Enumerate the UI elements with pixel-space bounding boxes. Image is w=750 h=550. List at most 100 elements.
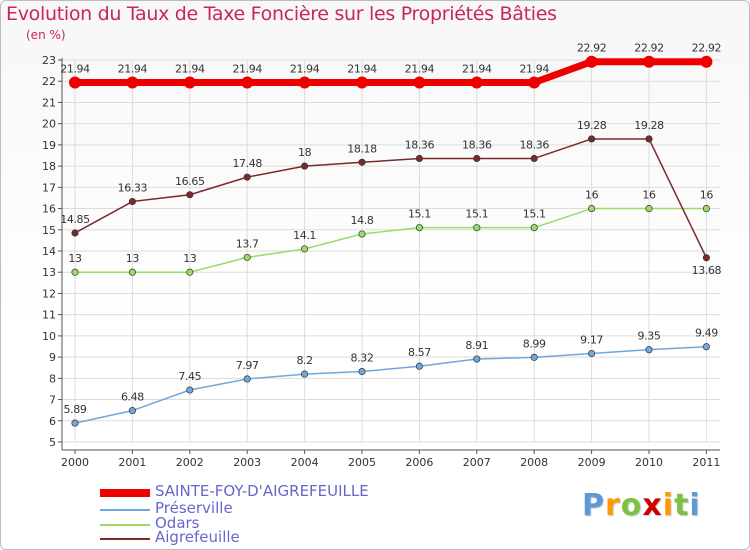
data-point	[71, 419, 79, 427]
series-3: 14.85 16.33 16.65 17.48 18 18.18 18.36 18.36 18.…	[60, 119, 722, 277]
data-label: 8.91	[465, 339, 488, 352]
legend-label: Préserville	[155, 499, 233, 517]
x-tick-label: 2002	[176, 456, 204, 469]
data-label: 21.94	[462, 62, 492, 75]
y-tick-label: 21	[42, 96, 56, 109]
data-point	[588, 135, 596, 143]
y-tick-label: 6	[49, 415, 56, 428]
data-label: 13.7	[236, 237, 259, 250]
data-label: 21.94	[175, 62, 205, 75]
data-point	[301, 162, 309, 170]
legend-label: Odars	[155, 514, 200, 532]
y-tick-label: 11	[42, 309, 56, 322]
y-tick-label: 23	[42, 54, 56, 67]
legend-label: Aigrefeuille	[155, 528, 240, 546]
data-point	[128, 407, 136, 415]
logo-letter: i	[689, 488, 701, 523]
chart-subtitle: (en %)	[26, 28, 66, 42]
data-point	[301, 370, 309, 378]
data-label: 8.2	[296, 354, 312, 367]
data-point	[530, 353, 538, 361]
y-tick-label: 22	[42, 75, 56, 88]
x-tick-label: 2004	[291, 456, 319, 469]
data-label: 8.99	[523, 337, 546, 350]
legend-swatch	[100, 489, 150, 497]
chart-title: Evolution du Taux de Taxe Foncière sur l…	[6, 3, 557, 25]
data-point	[473, 224, 481, 232]
y-tick-label: 17	[42, 181, 56, 194]
data-point	[530, 154, 538, 163]
data-point	[473, 154, 481, 163]
data-point	[528, 76, 541, 89]
data-point	[126, 76, 139, 89]
y-tick-label: 16	[42, 203, 56, 216]
data-label: 15.1	[465, 208, 488, 221]
grid	[62, 59, 720, 443]
legend-item: SAINTE-FOY-D'AIGREFEUILLE	[100, 482, 400, 500]
logo-letter: o	[620, 488, 643, 523]
data-label: 6.48	[121, 391, 144, 404]
data-point	[585, 55, 598, 68]
y-tick-label: 15	[42, 224, 56, 237]
data-point	[415, 362, 423, 370]
y-tick-label: 19	[42, 139, 56, 152]
data-label: 21.94	[232, 62, 262, 75]
data-label: 15.1	[408, 208, 431, 221]
data-label: 7.45	[178, 370, 201, 383]
data-point	[243, 253, 251, 261]
legend-swatch	[100, 538, 150, 540]
data-label: 13	[183, 252, 197, 265]
x-tick-label: 2000	[61, 456, 89, 469]
y-tick-label: 13	[42, 266, 56, 279]
data-point	[700, 55, 713, 68]
logo-letter: t	[674, 488, 690, 523]
data-point	[702, 205, 710, 213]
data-label: 16.65	[175, 175, 205, 188]
data-label: 18.36	[519, 138, 549, 151]
data-point	[301, 245, 309, 253]
proxiti-logo: Proxiti	[582, 488, 701, 523]
data-label: 18.18	[347, 142, 377, 155]
data-point	[530, 224, 538, 232]
x-tick-label: 2001	[118, 456, 146, 469]
data-label: 14.1	[293, 229, 316, 242]
data-point	[243, 375, 251, 383]
data-label: 18.36	[462, 138, 492, 151]
data-point	[298, 76, 311, 89]
data-point	[643, 55, 655, 68]
y-tick-label: 12	[42, 287, 56, 300]
x-tick-label: 2005	[348, 456, 376, 469]
legend-swatch	[100, 524, 150, 526]
data-point	[415, 154, 423, 163]
legend-label: SAINTE-FOY-D'AIGREFEUILLE	[155, 482, 369, 500]
data-label: 9.49	[695, 327, 718, 340]
data-point	[71, 229, 79, 237]
data-point	[588, 349, 596, 358]
legend-item: Aigrefeuille	[100, 528, 400, 546]
data-label: 7.97	[236, 359, 259, 372]
data-label: 16	[585, 189, 599, 202]
data-label: 19.28	[634, 119, 664, 132]
data-label: 18.36	[405, 138, 435, 151]
data-label: 13	[68, 252, 82, 265]
data-point	[71, 268, 79, 276]
data-label: 8.32	[351, 352, 374, 365]
data-point	[243, 173, 251, 181]
x-tick-label: 2009	[578, 456, 606, 469]
data-point	[413, 76, 426, 89]
data-label: 21.94	[290, 62, 320, 75]
data-label: 14.8	[351, 214, 374, 227]
series-line	[71, 58, 710, 86]
x-tick-label: 2008	[520, 456, 548, 469]
data-point	[356, 76, 368, 89]
y-tick-label: 8	[49, 372, 56, 385]
y-tick-label: 9	[49, 351, 56, 364]
logo-letter: r	[605, 488, 621, 523]
data-label: 21.94	[118, 62, 148, 75]
series-line	[74, 138, 708, 259]
y-tick-label: 14	[42, 245, 56, 258]
data-label: 21.94	[519, 62, 549, 75]
data-label: 14.85	[60, 213, 90, 226]
